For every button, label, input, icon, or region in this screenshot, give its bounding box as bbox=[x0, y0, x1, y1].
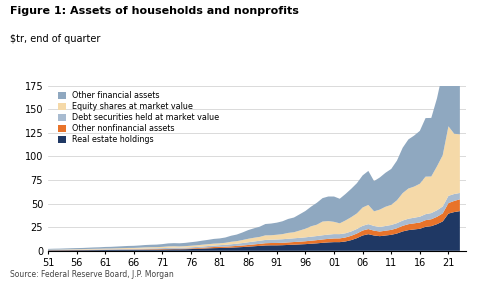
Text: Figure 1: Assets of households and nonprofits: Figure 1: Assets of households and nonpr… bbox=[10, 6, 299, 16]
Legend: Other financial assets, Equity shares at market value, Debt securities held at m: Other financial assets, Equity shares at… bbox=[56, 89, 221, 146]
Text: Source: Federal Reserve Board, J.P. Morgan: Source: Federal Reserve Board, J.P. Morg… bbox=[10, 270, 173, 279]
Text: $tr, end of quarter: $tr, end of quarter bbox=[10, 34, 100, 44]
